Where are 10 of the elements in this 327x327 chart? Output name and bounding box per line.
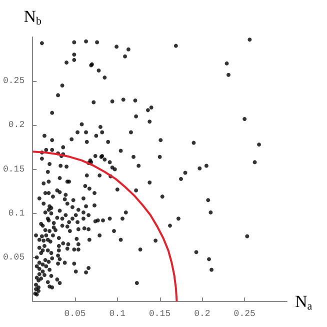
y-tick-label: 0.05 [2,252,25,262]
x-tick-label: 0.1 [109,309,126,319]
y-tick-label: 0.1 [8,208,25,218]
y-tick-label: 0.2 [8,120,25,130]
x-tick-label: 0.25 [234,309,256,319]
x-tick-label: 0.05 [64,309,86,319]
x-tick-label: 0.15 [148,309,171,319]
y-tick-label: 0.15 [2,164,25,174]
y-tick-label: 0.25 [2,76,25,86]
x-tick-label: 0.2 [194,309,210,319]
